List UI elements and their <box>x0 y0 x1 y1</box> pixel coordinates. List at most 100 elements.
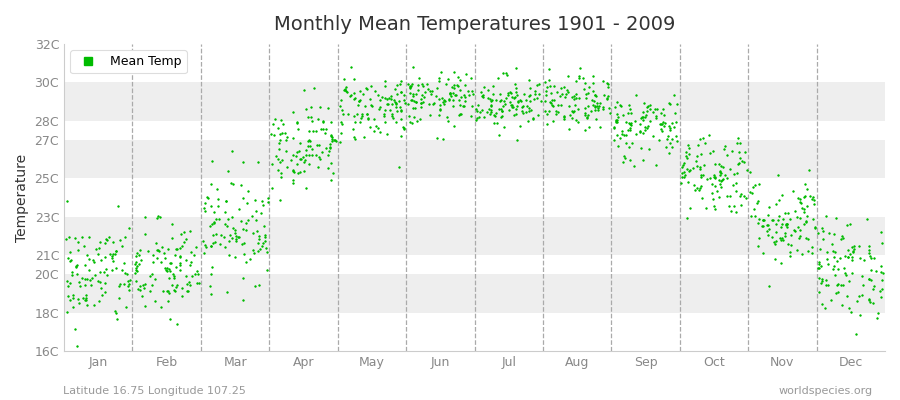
Point <box>315 148 329 155</box>
Point <box>655 119 670 126</box>
Point <box>170 320 184 327</box>
Point <box>351 98 365 104</box>
Point <box>720 175 734 182</box>
Point <box>623 125 637 131</box>
Point <box>633 121 647 128</box>
Point <box>864 267 878 274</box>
Point <box>130 268 144 274</box>
Point <box>93 239 107 245</box>
Point <box>772 213 787 219</box>
Point <box>855 282 869 289</box>
Point <box>72 279 86 285</box>
Point <box>828 248 842 255</box>
Point <box>743 213 758 219</box>
Point <box>643 102 657 108</box>
Point <box>824 297 838 303</box>
Point <box>633 128 647 135</box>
Point <box>653 121 668 127</box>
Point <box>712 160 726 167</box>
Point <box>453 101 467 108</box>
Point <box>230 236 244 242</box>
Point <box>797 209 812 215</box>
Point <box>688 158 703 164</box>
Point <box>774 235 788 241</box>
Point <box>791 224 806 230</box>
Point <box>375 94 390 100</box>
Point <box>718 172 733 178</box>
Point <box>826 230 841 237</box>
Point <box>800 186 814 192</box>
Point <box>280 164 294 170</box>
Point <box>493 91 508 97</box>
Point <box>869 268 884 274</box>
Point <box>843 220 858 227</box>
Point <box>378 78 392 84</box>
Point <box>694 183 708 190</box>
Point <box>447 82 462 88</box>
Point <box>569 90 583 97</box>
Point <box>818 305 832 312</box>
Point <box>871 310 886 316</box>
Point <box>553 92 567 99</box>
Point <box>697 162 711 168</box>
Point <box>791 195 806 201</box>
Point <box>430 135 445 141</box>
Point <box>588 92 602 98</box>
Point <box>580 114 594 120</box>
Bar <box>64 121 885 140</box>
Point <box>482 96 497 102</box>
Point <box>477 84 491 90</box>
Point <box>635 130 650 137</box>
Point <box>307 85 321 91</box>
Point <box>435 68 449 75</box>
Point <box>470 108 484 114</box>
Point <box>852 255 867 262</box>
Point <box>425 88 439 94</box>
Point <box>493 114 508 120</box>
Point <box>565 115 580 122</box>
Point <box>790 247 805 254</box>
Point <box>89 246 104 252</box>
Point <box>556 113 571 120</box>
Point <box>469 106 483 112</box>
Point <box>843 308 858 315</box>
Point <box>707 174 722 180</box>
Point <box>676 162 690 168</box>
Point <box>110 316 124 322</box>
Point <box>436 135 450 142</box>
Point <box>97 254 112 260</box>
Point <box>206 220 220 226</box>
Point <box>465 91 480 97</box>
Point <box>508 110 523 117</box>
Point <box>622 120 636 126</box>
Point <box>430 85 445 91</box>
Point <box>708 160 723 167</box>
Point <box>724 148 739 155</box>
Point <box>567 102 581 108</box>
Point <box>316 126 330 132</box>
Point <box>86 259 101 265</box>
Point <box>80 251 94 258</box>
Point <box>615 128 629 134</box>
Point <box>472 114 486 121</box>
Point <box>152 248 166 254</box>
Point <box>220 289 235 296</box>
Point <box>567 93 581 99</box>
Point <box>71 239 86 246</box>
Point <box>806 197 821 203</box>
Point <box>442 95 456 102</box>
Point <box>179 257 194 263</box>
Point <box>163 268 177 274</box>
Point <box>864 254 878 261</box>
Point <box>234 182 248 188</box>
Point <box>681 150 696 157</box>
Point <box>260 195 274 201</box>
Point <box>692 164 706 170</box>
Point <box>422 112 436 118</box>
Point <box>88 272 103 278</box>
Point <box>505 104 519 110</box>
Point <box>62 258 77 265</box>
Point <box>798 181 813 188</box>
Point <box>321 164 336 171</box>
Point <box>600 80 615 87</box>
